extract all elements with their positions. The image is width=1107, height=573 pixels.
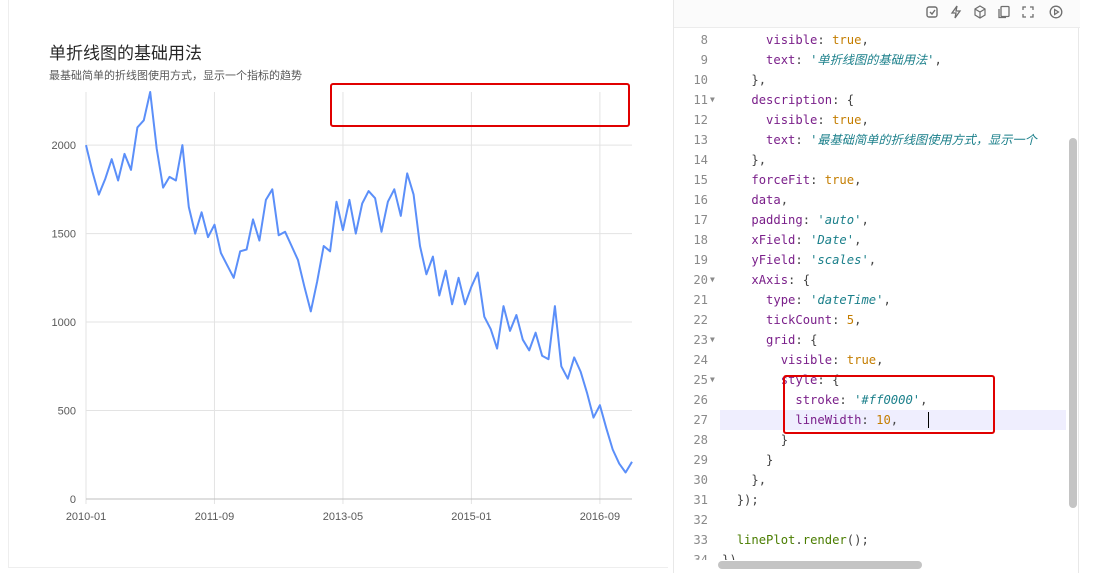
code-line: 24 visible: true,: [693, 353, 884, 367]
code-line: 18 xField: 'Date',: [693, 233, 862, 247]
code-line: 17 padding: 'auto',: [693, 213, 869, 227]
highlight-box-grid-style: [783, 375, 995, 434]
fold-arrow-icon[interactable]: ▼: [710, 95, 715, 104]
code-line: 27 lineWidth: 10,: [693, 413, 899, 427]
code-line-active: [720, 410, 1066, 430]
x-tick-label: 2015-01: [451, 511, 491, 523]
fold-arrow-icon[interactable]: ▼: [710, 375, 715, 384]
reset-icon[interactable]: [924, 5, 940, 21]
fold-arrow-icon[interactable]: ▼: [710, 335, 715, 344]
vertical-gridlines: [85, 92, 601, 504]
series-line-scales: [85, 91, 633, 474]
copy-icon[interactable]: [996, 5, 1012, 21]
code-line: 31 });: [693, 493, 759, 507]
flash-icon[interactable]: [948, 5, 964, 21]
chart-description: 最基础简单的折线图使用方式，显示一个指标的趋势: [49, 69, 302, 82]
code-line: 16 data,: [693, 193, 789, 207]
code-line: 33 linePlot.render();: [693, 533, 869, 547]
code-line: 30 },: [693, 473, 767, 487]
x-tick-label: 2013-05: [323, 511, 363, 523]
code-line: 22 tickCount: 5,: [693, 313, 862, 327]
code-line: 13 text: '最基础简单的折线图使用方式，显示一个: [693, 133, 1037, 147]
code-line: 34}): [693, 553, 737, 560]
x-tick-label: 2016-09: [580, 511, 620, 523]
cube-icon[interactable]: [972, 5, 988, 21]
code-line: 11 ▼ description: {: [674, 90, 1066, 110]
code-line: 23 ▼ grid: {: [674, 330, 1066, 350]
x-axis-labels: 2010-01 2011-09 2013-05 2015-01 2016-09: [66, 511, 620, 523]
code-line: 8 visible: true,: [700, 33, 869, 47]
code-line: 32: [693, 513, 708, 527]
text-cursor: [928, 412, 929, 428]
code-line: 14 },: [693, 153, 767, 167]
code-line: 10 },: [693, 73, 767, 87]
code-editor-panel: 8 visible: true, 9 text: '单折线图的基础用法', 10…: [673, 0, 1080, 573]
chart-title: 单折线图的基础用法: [49, 44, 202, 64]
vertical-scrollbar[interactable]: [1069, 138, 1077, 508]
editor-toolbar: [674, 0, 1080, 28]
code-line: 9 text: '单折线图的基础用法',: [700, 53, 942, 67]
play-icon[interactable]: [1048, 5, 1064, 21]
code-line: 21 type: 'dateTime',: [693, 293, 891, 307]
fullscreen-icon[interactable]: [1020, 5, 1036, 21]
y-tick-label: 0: [70, 494, 76, 506]
code-line: 20 ▼ xAxis: {: [674, 270, 1066, 290]
code-line: 28 }: [693, 433, 789, 447]
horizontal-gridlines: [86, 144, 632, 412]
y-tick-label: 1500: [52, 229, 76, 241]
y-tick-label: 500: [58, 406, 76, 418]
code-line: 26 stroke: '#ff0000',: [693, 393, 928, 407]
code-line: 15 forceFit: true,: [693, 173, 862, 187]
y-tick-label: 1000: [52, 317, 76, 329]
y-axis-labels: 0 500 1000 1500 2000: [52, 140, 76, 506]
fold-arrow-icon[interactable]: ▼: [710, 275, 715, 284]
code-line: 29 }: [693, 453, 774, 467]
x-tick-label: 2010-01: [66, 511, 106, 523]
code-area[interactable]: 8 visible: true, 9 text: '单折线图的基础用法', 10…: [674, 30, 1066, 560]
horizontal-scrollbar[interactable]: [718, 561, 922, 569]
chart-preview-panel: 单折线图的基础用法 最基础简单的折线图使用方式，显示一个指标的趋势 0 500 10…: [8, 0, 668, 568]
x-tick-label: 2011-09: [195, 511, 235, 523]
y-tick-label: 2000: [52, 140, 76, 152]
code-line: 19 yField: 'scales',: [693, 253, 877, 267]
highlight-box-chart-grid: [330, 83, 630, 127]
code-line: 12 visible: true,: [693, 113, 869, 127]
